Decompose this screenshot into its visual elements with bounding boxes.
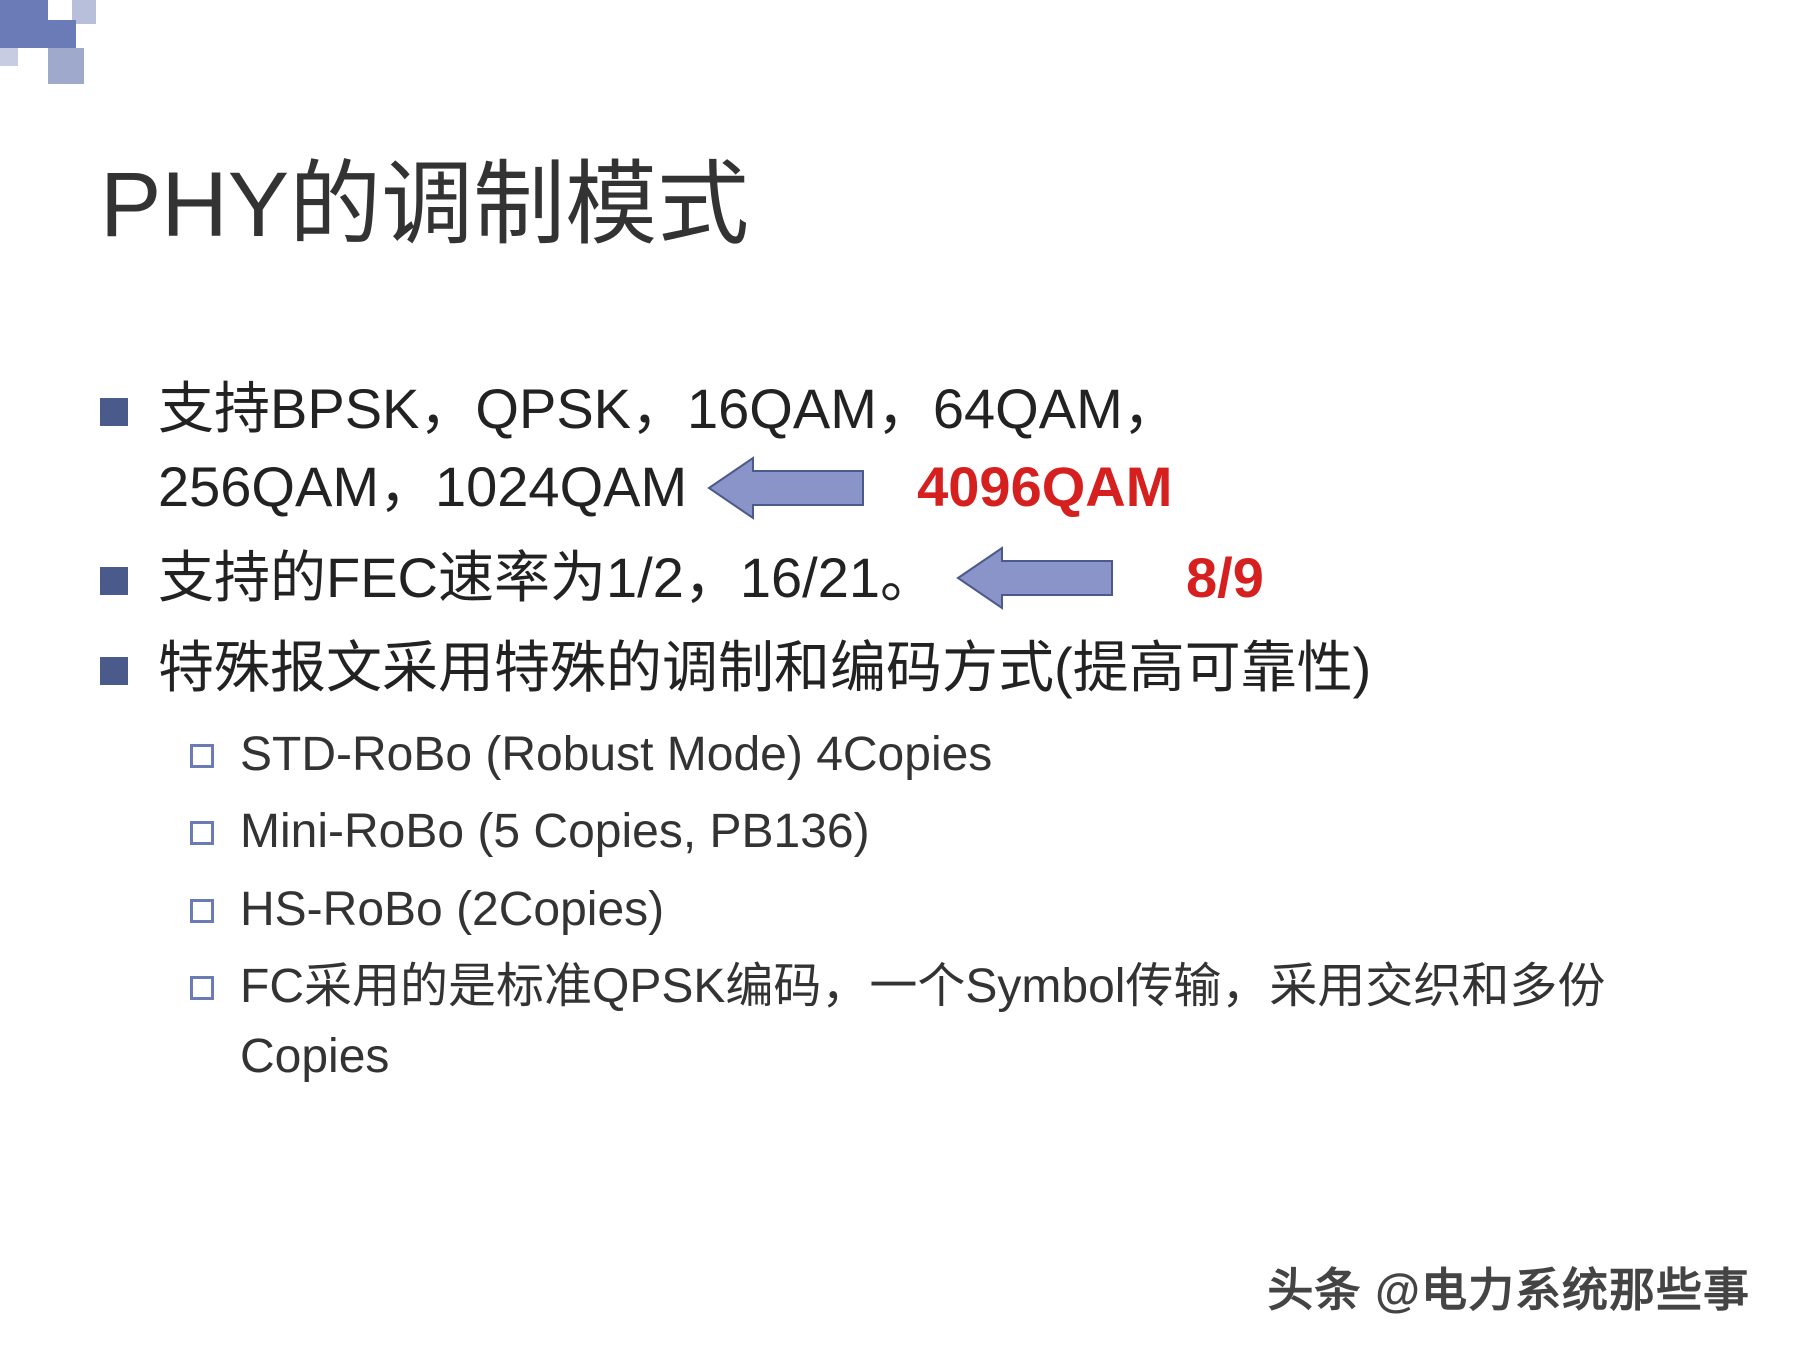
sub-bullet-text: HS-RoBo (2Copies)	[240, 875, 664, 945]
highlight-text: 8/9	[1186, 539, 1264, 617]
sub-bullet-text: FC采用的是标准QPSK编码，一个Symbol传输，采用交织和多份Copies	[240, 952, 1700, 1091]
bullet-text: 支持的FEC速率为1/2，16/21。 8/9	[158, 539, 1264, 617]
content-body: 支持BPSK，QPSK，16QAM，64QAM， 256QAM，1024QAM …	[100, 370, 1700, 1100]
hollow-square-bullet-icon	[190, 899, 214, 923]
sub-bullet-text: Mini-RoBo (5 Copies, PB136)	[240, 797, 870, 867]
hollow-square-bullet-icon	[190, 744, 214, 768]
arrow-left-icon	[707, 454, 867, 522]
deco-square	[0, 0, 48, 48]
hollow-square-bullet-icon	[190, 821, 214, 845]
page-title: PHY的调制模式	[100, 130, 749, 263]
bullet-level2: Mini-RoBo (5 Copies, PB136)	[190, 797, 1700, 867]
bullet-level1: 支持的FEC速率为1/2，16/21。 8/9	[100, 539, 1700, 617]
bullet-level2: HS-RoBo (2Copies)	[190, 875, 1700, 945]
bullet-text: 特殊报文采用特殊的调制和编码方式(提高可靠性)	[158, 629, 1371, 707]
bullet-level2: STD-RoBo (Robust Mode) 4Copies	[190, 720, 1700, 790]
square-bullet-icon	[100, 398, 128, 426]
deco-square	[48, 48, 84, 84]
sub-bullet-group: STD-RoBo (Robust Mode) 4Copies Mini-RoBo…	[190, 720, 1700, 1092]
text-line: 支持的FEC速率为1/2，16/21。	[158, 539, 936, 617]
bullet-level2: FC采用的是标准QPSK编码，一个Symbol传输，采用交织和多份Copies	[190, 952, 1700, 1091]
deco-square	[0, 48, 18, 66]
bullet-level1: 支持BPSK，QPSK，16QAM，64QAM， 256QAM，1024QAM …	[100, 370, 1700, 527]
watermark-text: 头条 @电力系统那些事	[1267, 1254, 1750, 1320]
corner-decoration	[0, 0, 200, 100]
square-bullet-icon	[100, 567, 128, 595]
bullet-level1: 特殊报文采用特殊的调制和编码方式(提高可靠性)	[100, 629, 1700, 707]
square-bullet-icon	[100, 657, 128, 685]
sub-bullet-text: STD-RoBo (Robust Mode) 4Copies	[240, 720, 992, 790]
text-line: 支持BPSK，QPSK，16QAM，64QAM，	[158, 370, 1179, 448]
highlight-text: 4096QAM	[917, 448, 1172, 526]
arrow-left-icon	[956, 544, 1116, 612]
hollow-square-bullet-icon	[190, 976, 214, 1000]
text-line: 256QAM，1024QAM	[158, 448, 687, 526]
deco-square	[48, 20, 76, 48]
bullet-text: 支持BPSK，QPSK，16QAM，64QAM， 256QAM，1024QAM …	[158, 370, 1179, 527]
